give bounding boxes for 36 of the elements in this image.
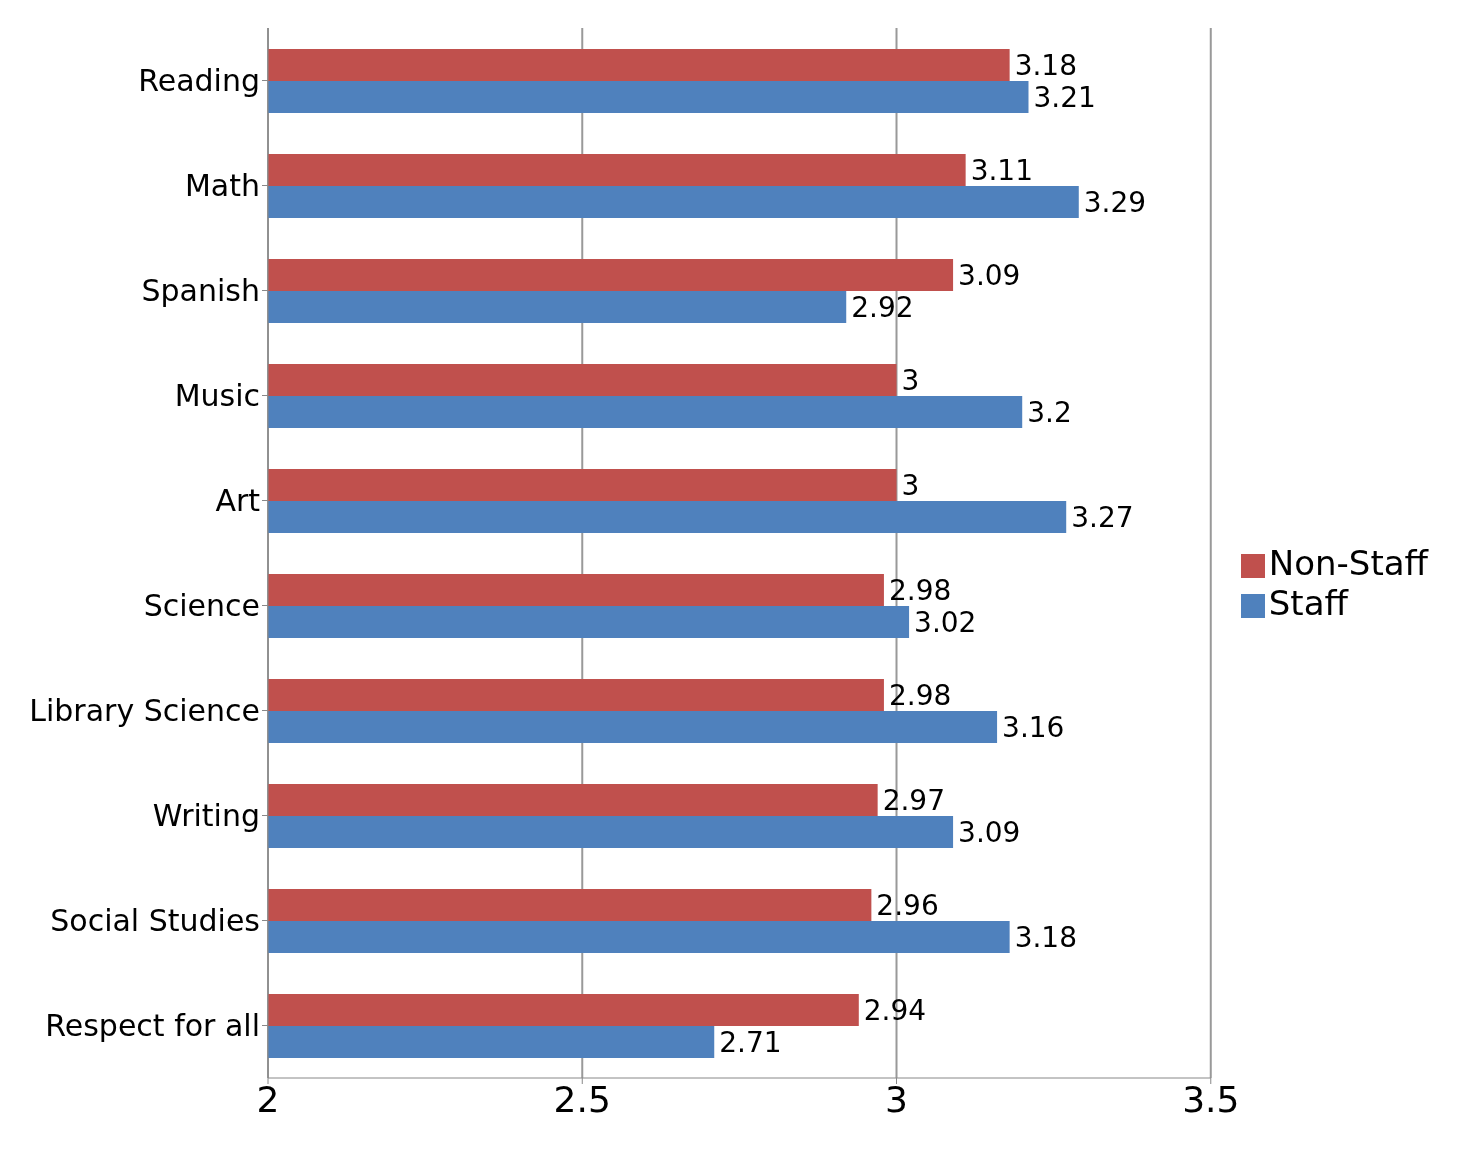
data-label: 3.16 — [1002, 710, 1065, 744]
y-tick-label: Math — [184, 168, 260, 204]
x-tick-label: 2.5 — [553, 1078, 611, 1120]
y-tick-label: Music — [174, 378, 260, 414]
data-label: 2.71 — [719, 1025, 782, 1059]
x-tick-label: 3.5 — [1182, 1078, 1240, 1120]
y-tick-label: Art — [215, 483, 261, 519]
y-tick-label: Social Studies — [50, 903, 260, 939]
data-label: 3.2 — [1027, 395, 1072, 429]
data-label: 3.09 — [958, 258, 1021, 292]
x-tick-label: 3 — [885, 1078, 908, 1120]
data-label: 3 — [901, 363, 920, 397]
data-label: 2.92 — [851, 290, 914, 324]
y-tick-label: Writing — [152, 798, 260, 834]
data-label: 3.02 — [914, 605, 977, 639]
data-label: 2.94 — [863, 993, 927, 1027]
legend-label: Staff — [1268, 583, 1348, 623]
data-label: 3.18 — [1014, 920, 1077, 954]
data-label: 3.11 — [970, 153, 1033, 187]
x-tick-label: 2 — [256, 1078, 280, 1120]
data-label: 2.98 — [888, 573, 952, 607]
y-tick-label: Respect for all — [45, 1008, 260, 1044]
y-tick-label: Reading — [138, 63, 260, 99]
data-label: 2.96 — [876, 888, 939, 922]
y-tick-label: Spanish — [141, 273, 260, 309]
y-tick-label: Science — [143, 588, 260, 624]
data-label: 2.98 — [888, 678, 952, 712]
data-label: 2.97 — [882, 783, 945, 817]
data-label: 3.18 — [1014, 48, 1077, 82]
legend-label: Non-Staff — [1268, 543, 1428, 583]
data-label: 3.21 — [1033, 80, 1096, 114]
data-label: 3.27 — [1071, 500, 1134, 534]
data-label: 3 — [901, 468, 920, 502]
data-label: 3.09 — [958, 815, 1021, 849]
data-label: 3.29 — [1083, 185, 1147, 219]
y-tick-label: Library Science — [29, 693, 260, 729]
